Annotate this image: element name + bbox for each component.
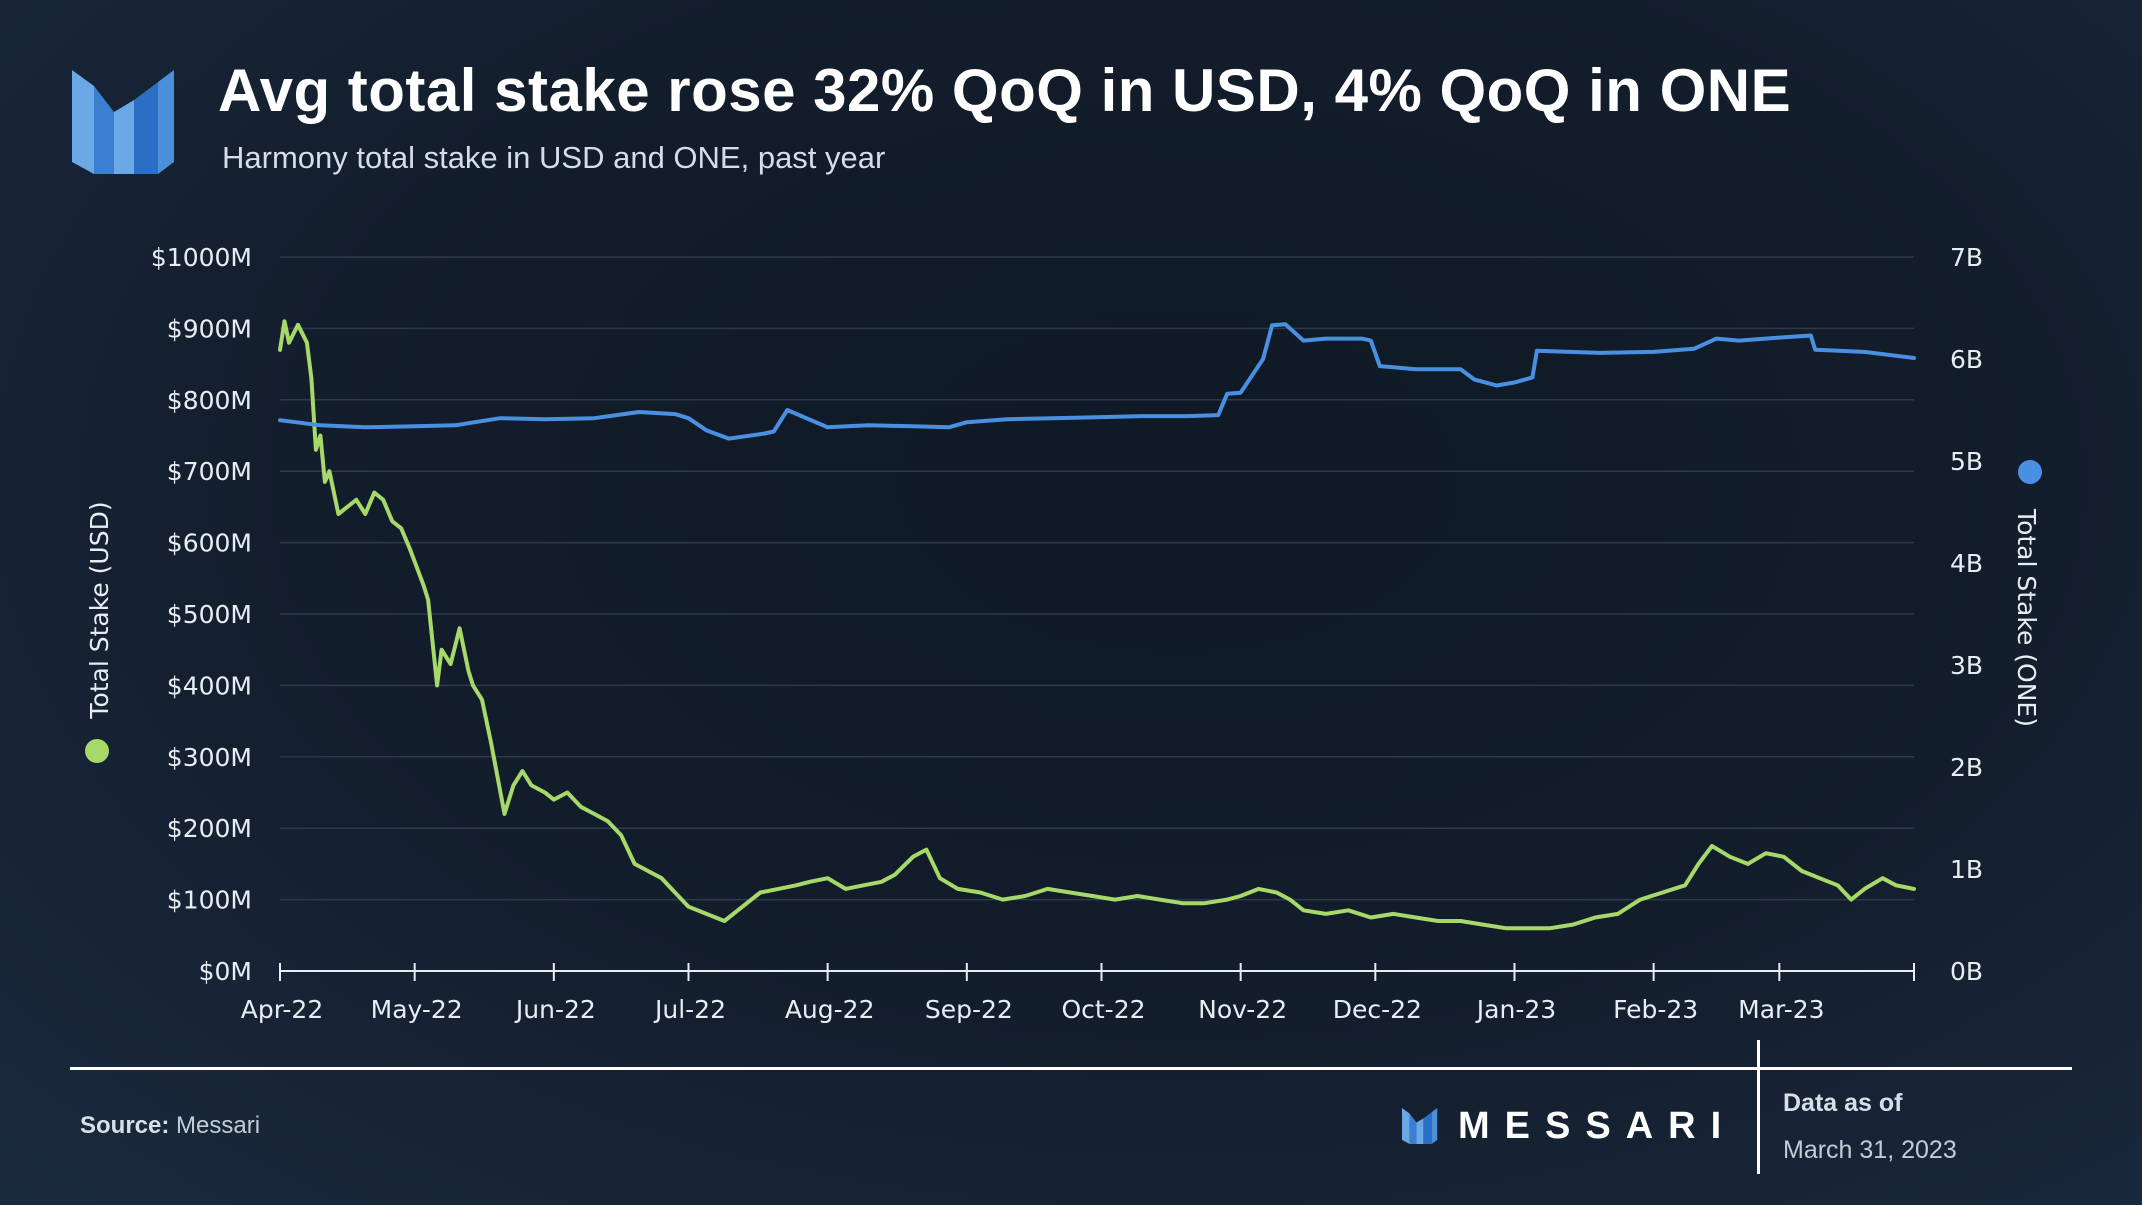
chart-title: Avg total stake rose 32% QoQ in USD, 4% … bbox=[218, 57, 1792, 124]
right-axis-title: Total Stake (ONE) bbox=[2012, 508, 2041, 727]
x-axis: Apr-22 May-22 Jun-22 Jul-22 Aug-22 Sep-22 Oct-… bbox=[241, 963, 1915, 1024]
x-tick-label: May-22 bbox=[371, 995, 463, 1024]
left-tick-label: $1000M bbox=[151, 243, 252, 272]
series-lines bbox=[278, 319, 1916, 931]
left-tick-label: $600M bbox=[167, 529, 252, 558]
right-tick-label: 4B bbox=[1950, 549, 1983, 578]
left-tick-label: $500M bbox=[167, 600, 252, 629]
x-tick-label: Feb-23 bbox=[1613, 995, 1698, 1024]
usd-legend-dot bbox=[85, 739, 109, 763]
right-tick-label: 7B bbox=[1950, 243, 1983, 272]
left-tick-label: $400M bbox=[167, 671, 252, 700]
left-tick-label: $100M bbox=[167, 886, 252, 915]
x-tick-label: Sep-22 bbox=[925, 995, 1013, 1024]
left-axis-title: Total Stake (USD) bbox=[85, 501, 114, 719]
left-tick-label: $700M bbox=[167, 457, 252, 486]
source-note: Source: Messari bbox=[80, 1112, 260, 1140]
right-axis-ticks: 0B 1B 2B 3B 4B 5B 6B 7B bbox=[1950, 243, 1983, 986]
chart-subtitle: Harmony total stake in USD and ONE, past… bbox=[222, 140, 886, 175]
x-tick-label: Mar-23 bbox=[1738, 995, 1824, 1024]
left-tick-label: $0M bbox=[199, 957, 252, 986]
source-value: Messari bbox=[176, 1112, 261, 1139]
brand-lockup: MESSARI bbox=[1402, 1104, 1737, 1147]
left-tick-label: $300M bbox=[167, 743, 252, 772]
x-tick-label: Jul-22 bbox=[653, 995, 726, 1024]
brand-name: MESSARI bbox=[1458, 1104, 1737, 1147]
x-tick-label: Jun-22 bbox=[514, 995, 596, 1024]
footer-rule bbox=[70, 1067, 2072, 1070]
messari-logo-icon bbox=[72, 70, 174, 174]
x-tick-label: Aug-22 bbox=[785, 995, 875, 1024]
data-as-of-date: March 31, 2023 bbox=[1783, 1136, 1957, 1164]
right-tick-label: 5B bbox=[1950, 447, 1983, 476]
one-legend-dot bbox=[2018, 460, 2042, 484]
x-tick-label: Nov-22 bbox=[1198, 995, 1287, 1024]
axis-titles: Total Stake (USD) Total Stake (ONE) bbox=[85, 460, 2042, 763]
one-series-line bbox=[278, 322, 1916, 441]
right-tick-label: 6B bbox=[1950, 345, 1983, 374]
right-tick-label: 2B bbox=[1950, 753, 1983, 782]
right-tick-label: 0B bbox=[1950, 957, 1983, 986]
right-tick-label: 1B bbox=[1950, 855, 1983, 884]
left-tick-label: $800M bbox=[167, 386, 252, 415]
left-tick-label: $900M bbox=[167, 314, 252, 343]
footer-divider bbox=[1757, 1040, 1760, 1174]
x-tick-label: Jan-23 bbox=[1475, 995, 1556, 1024]
left-axis-ticks: $0M $100M $200M $300M $400M $500M $600M $700M $8… bbox=[151, 243, 252, 986]
right-tick-label: 3B bbox=[1950, 651, 1983, 680]
x-tick-label: Oct-22 bbox=[1061, 995, 1145, 1024]
usd-series-line bbox=[278, 319, 1916, 931]
messari-brand-icon bbox=[1402, 1108, 1438, 1144]
x-tick-label: Dec-22 bbox=[1333, 995, 1422, 1024]
source-label: Source: bbox=[80, 1112, 170, 1139]
x-tick-label: Apr-22 bbox=[241, 995, 323, 1024]
left-tick-label: $200M bbox=[167, 814, 252, 843]
data-as-of-label: Data as of bbox=[1783, 1089, 1903, 1117]
gridlines bbox=[280, 256, 1914, 901]
